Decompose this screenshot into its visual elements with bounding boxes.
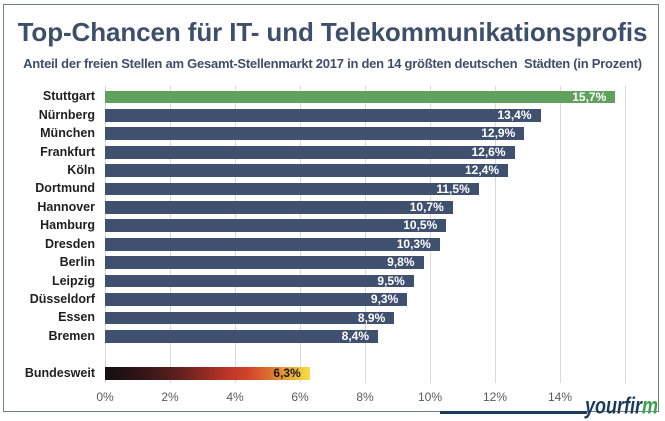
logo-text-main: yourfir [585,392,643,419]
logo-text-accent: m [642,392,659,419]
bar-düsseldorf [105,293,408,306]
x-axis-label-0pct: 0% [96,390,114,404]
category-label-köln: Köln [67,162,95,177]
category-label-leipzig: Leipzig [51,273,95,288]
bar-value-bremen: 8,4% [341,328,369,343]
chart-subtitle: Anteil der freien Stellen am Gesamt-Stel… [23,56,642,71]
bar-value-bundesweit: 6,3% [273,366,301,380]
bar-münchen [105,127,525,141]
bar-leipzig [105,274,414,288]
logo-underline [440,411,587,414]
yourfirm-logo: yourfirm [585,394,658,417]
category-label-dortmund: Dortmund [35,181,95,196]
chart-frame-border [3,4,659,412]
category-label-stuttgart: Stuttgart [42,89,95,104]
gridline [105,86,106,383]
bar-köln [105,164,508,177]
bar-frankfurt [105,145,515,159]
category-label-hamburg: Hamburg [40,218,95,233]
bar-essen [105,311,395,325]
gridline [170,86,171,383]
x-axis-label-6pct: 6% [291,390,309,404]
gridline [430,86,431,383]
category-label-berlin: Berlin [59,255,95,270]
bar-berlin [105,256,424,270]
bar-value-hannover: 10,7% [409,200,444,215]
gridline [495,86,496,383]
category-label-nürnberg: Nürnberg [38,107,95,122]
x-axis-label-12pct: 12% [482,390,508,404]
bar-bundesweit [105,367,310,380]
bar-value-essen: 8,9% [357,310,386,325]
bar-value-dresden: 10,3% [396,236,431,251]
bar-bremen [105,329,378,343]
bar-hamburg [105,219,447,233]
category-label-düsseldorf: Düsseldorf [29,291,95,306]
bar-value-dortmund: 11,5% [436,181,470,196]
x-axis-label-14pct: 14% [547,390,573,404]
x-axis-label-8pct: 8% [356,390,374,404]
bar-value-köln: 12,4% [464,163,499,178]
bar-value-münchen: 12,9% [481,126,516,141]
category-label-frankfurt: Frankfurt [40,144,95,159]
bar-value-leipzig: 9,5% [377,273,405,288]
bar-stuttgart [105,90,616,104]
bar-hannover [105,201,453,214]
bar-dortmund [105,182,479,196]
category-label-dresden: Dresden [44,236,95,251]
bar-dresden [105,237,440,251]
gridline [625,86,626,383]
bar-value-berlin: 9,8% [387,255,415,270]
gridline [365,86,366,383]
x-axis-label-10pct: 10% [417,390,443,404]
x-axis-label-2pct: 2% [161,390,179,404]
category-label-essen: Essen [58,310,95,325]
bar-value-hamburg: 10,5% [403,218,438,233]
bar-value-stuttgart: 15,7% [572,89,607,104]
bar-nürnberg [105,108,541,122]
bar-value-düsseldorf: 9,3% [370,292,399,307]
category-label-bundesweit: Bundesweit [24,365,95,380]
gridline [560,86,561,383]
chart-title: Top-Chancen für IT- und Telekommunikatio… [17,17,648,47]
gridline [235,86,236,383]
gridline [300,86,301,383]
category-label-münchen: München [40,126,95,141]
category-label-hannover: Hannover [37,199,95,214]
bar-value-nürnberg: 13,4% [497,107,532,122]
category-label-bremen: Bremen [48,328,95,343]
x-axis-label-4pct: 4% [226,390,244,404]
bar-value-frankfurt: 12,6% [471,144,506,159]
